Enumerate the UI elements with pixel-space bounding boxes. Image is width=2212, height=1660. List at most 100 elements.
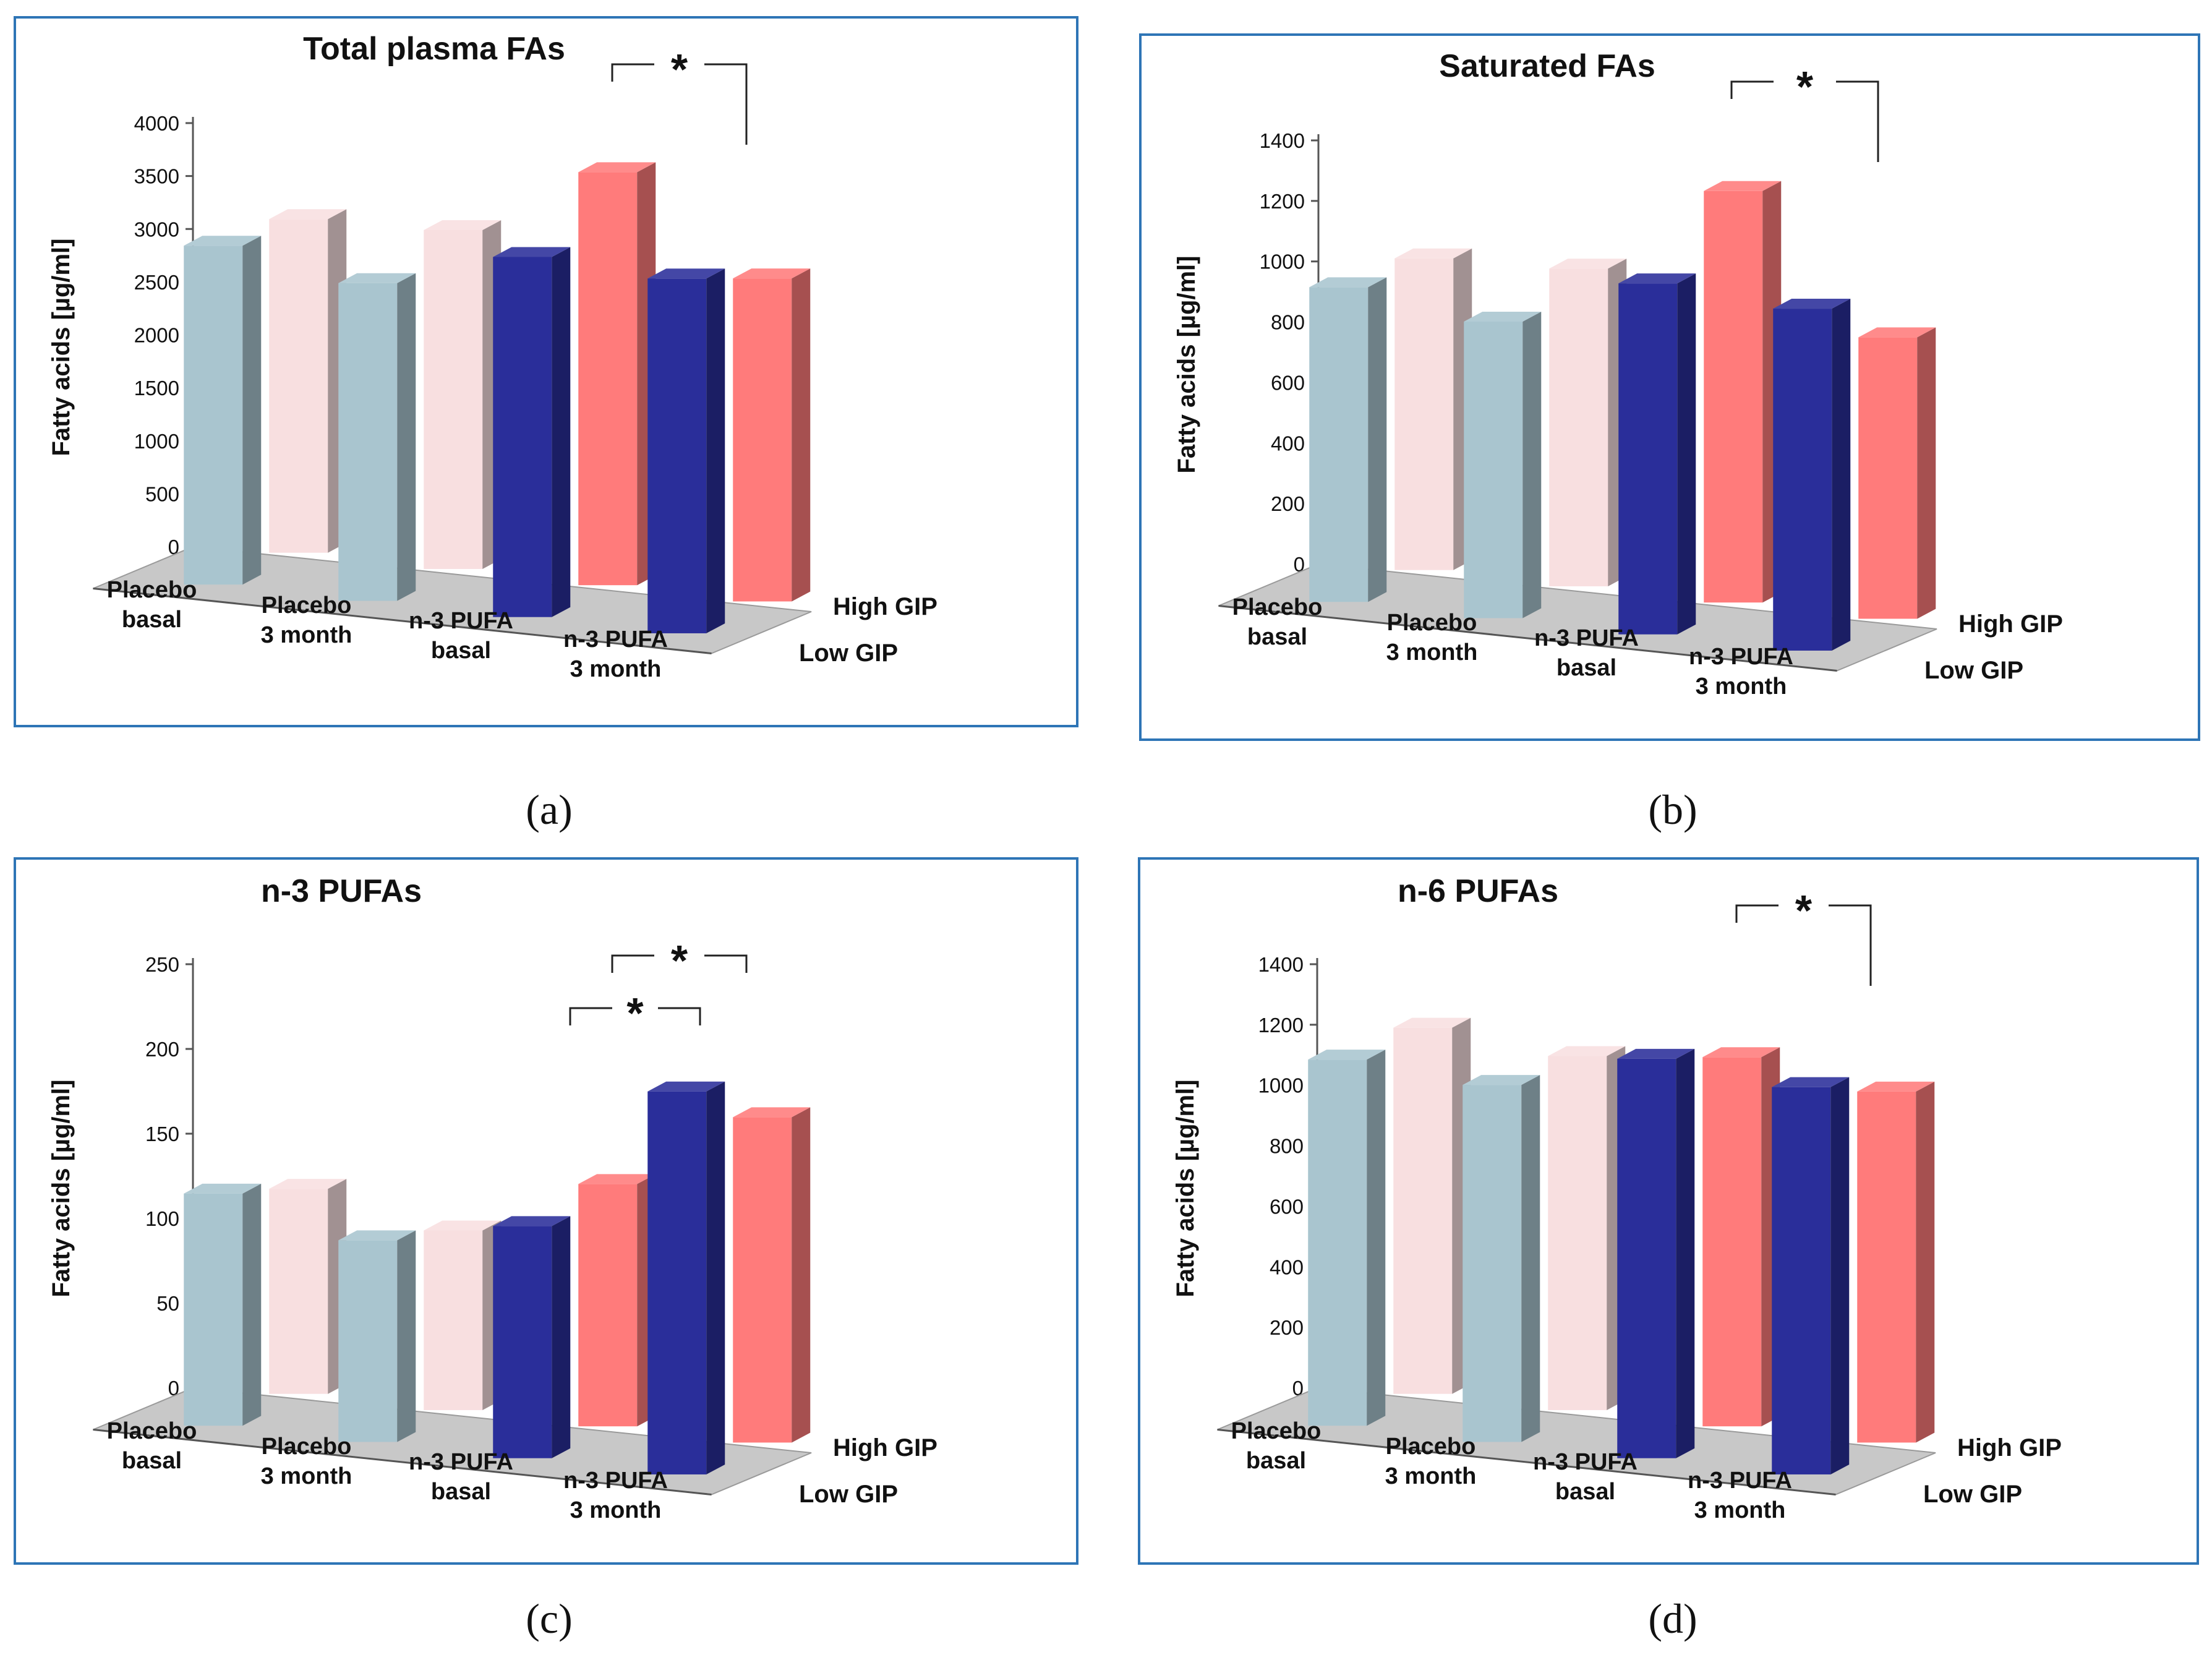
category-label-2: n-3 PUFA basal bbox=[1534, 625, 1639, 681]
y-tick-label: 200 bbox=[1270, 1316, 1304, 1339]
y-tick-label: 0 bbox=[1294, 553, 1305, 576]
bar-low-gip-0 bbox=[184, 1183, 262, 1426]
significance-star: * bbox=[671, 45, 688, 93]
bar-high-gip-3 bbox=[1857, 1081, 1935, 1443]
chart-title: n-3 PUFAs bbox=[261, 873, 422, 909]
category-label-1: Placebo 3 month bbox=[261, 1434, 352, 1489]
chart-panel-b: Saturated FAs 0 200 400 600 800 1000 1200 1400 Fa… bbox=[1139, 33, 2200, 741]
bar-high-gip-3 bbox=[733, 268, 811, 602]
y-tick-label: 250 bbox=[145, 953, 179, 976]
series-label-low-gip: Low GIP bbox=[799, 640, 898, 667]
y-tick-label: 200 bbox=[145, 1038, 179, 1061]
y-tick-label: 2500 bbox=[134, 271, 179, 294]
chart-svg-b: Saturated FAs 0 200 400 600 800 1000 1200 1400 Fa… bbox=[1139, 33, 2200, 741]
bar-high-gip-2 bbox=[578, 162, 656, 586]
category-label-0: Placebo basal bbox=[1231, 1418, 1322, 1474]
y-tick-label: 2000 bbox=[134, 324, 179, 347]
category-label-0: Placebo basal bbox=[1232, 594, 1323, 650]
chart-title: n-6 PUFAs bbox=[1398, 873, 1558, 909]
y-tick-label: 600 bbox=[1271, 371, 1305, 394]
y-axis-label: Fatty acids [µg/ml] bbox=[1173, 256, 1200, 474]
category-label-1: Placebo 3 month bbox=[261, 593, 352, 648]
y-tick-label: 50 bbox=[156, 1292, 179, 1315]
y-tick-label: 0 bbox=[1292, 1377, 1304, 1400]
chart-svg-a: Total plasma FAs 0 500 1000 1500 2000 2500 3000… bbox=[14, 16, 1078, 727]
y-axis-label: Fatty acids [µg/ml] bbox=[1172, 1080, 1199, 1298]
bar-high-gip-2 bbox=[578, 1174, 656, 1427]
y-tick-label: 1000 bbox=[134, 430, 179, 453]
significance-bracket bbox=[1735, 904, 1872, 986]
category-label-2: n-3 PUFA basal bbox=[409, 1449, 513, 1505]
y-tick-label: 0 bbox=[168, 1377, 179, 1400]
series-label-high-gip: High GIP bbox=[1957, 1434, 2062, 1461]
chart-title: Total plasma FAs bbox=[303, 31, 565, 67]
panel-label-d: (d) bbox=[1648, 1595, 1697, 1642]
category-label-2: n-3 PUFA basal bbox=[409, 608, 513, 664]
category-label-3: n-3 PUFA 3 month bbox=[1688, 1468, 1792, 1523]
category-label-2: n-3 PUFA basal bbox=[1533, 1449, 1638, 1505]
x-axis-line bbox=[1218, 605, 1837, 672]
bar-low-gip-3 bbox=[647, 1081, 725, 1474]
y-tick-label: 1000 bbox=[1260, 250, 1305, 273]
series-label-low-gip: Low GIP bbox=[1924, 657, 2023, 684]
bar-low-gip-2 bbox=[1617, 1048, 1695, 1458]
bar-low-gip-3 bbox=[1772, 1077, 1850, 1474]
bar-high-gip-1 bbox=[1548, 1046, 1626, 1410]
bar-high-gip-0 bbox=[269, 209, 347, 553]
panel-label-c: (c) bbox=[526, 1595, 573, 1642]
chart-svg-d: n-6 PUFAs 0 200 400 600 800 1000 1200 1400 Fatty … bbox=[1138, 857, 2199, 1565]
y-tick-label: 600 bbox=[1270, 1195, 1304, 1218]
bar-low-gip-0 bbox=[1309, 277, 1387, 602]
y-tick-label: 100 bbox=[145, 1207, 179, 1230]
bar-low-gip-3 bbox=[647, 268, 725, 633]
significance-star: * bbox=[671, 936, 688, 985]
chart-panel-c: n-3 PUFAs 0 50 100 150 200 250 Fatty acids [µg/… bbox=[14, 857, 1078, 1565]
bar-high-gip-0 bbox=[1394, 248, 1472, 570]
bar-high-gip-2 bbox=[1704, 181, 1782, 603]
bar-low-gip-1 bbox=[1464, 311, 1542, 618]
y-tick-label: 800 bbox=[1270, 1135, 1304, 1158]
significance-bracket bbox=[611, 63, 748, 145]
bar-low-gip-1 bbox=[1463, 1075, 1540, 1442]
y-tick-label: 1200 bbox=[1258, 1014, 1304, 1037]
category-label-3: n-3 PUFA 3 month bbox=[1689, 644, 1793, 700]
bar-high-gip-1 bbox=[1549, 259, 1627, 586]
y-tick-label: 1200 bbox=[1260, 190, 1305, 213]
significance-star: * bbox=[626, 989, 644, 1037]
significance-bracket bbox=[569, 1007, 701, 1025]
y-tick-label: 800 bbox=[1271, 311, 1305, 334]
bar-high-gip-1 bbox=[424, 220, 502, 569]
x-axis-line bbox=[93, 1429, 712, 1495]
bar-low-gip-3 bbox=[1773, 299, 1851, 651]
category-label-0: Placebo basal bbox=[107, 1418, 197, 1474]
category-label-1: Placebo 3 month bbox=[1385, 1434, 1477, 1489]
significance-bracket bbox=[611, 954, 748, 973]
bar-low-gip-1 bbox=[338, 273, 416, 601]
y-tick-label: 500 bbox=[145, 482, 179, 505]
bar-high-gip-3 bbox=[733, 1107, 811, 1443]
chart-svg-c: n-3 PUFAs 0 50 100 150 200 250 Fatty acids [µg/… bbox=[14, 857, 1078, 1565]
y-tick-label: 1500 bbox=[134, 377, 179, 400]
significance-star: * bbox=[1795, 886, 1813, 935]
bar-high-gip-1 bbox=[424, 1220, 502, 1410]
bar-low-gip-2 bbox=[493, 1216, 571, 1458]
category-label-1: Placebo 3 month bbox=[1386, 610, 1478, 665]
panel-label-a: (a) bbox=[526, 786, 573, 833]
y-tick-label: 4000 bbox=[134, 112, 179, 135]
significance-bracket bbox=[1730, 80, 1879, 162]
y-tick-label: 400 bbox=[1271, 432, 1305, 455]
chart-panel-d: n-6 PUFAs 0 200 400 600 800 1000 1200 1400 Fatty … bbox=[1138, 857, 2199, 1565]
y-axis-label: Fatty acids [µg/ml] bbox=[48, 239, 75, 456]
bar-high-gip-3 bbox=[1858, 327, 1936, 619]
y-tick-label: 1400 bbox=[1258, 953, 1304, 976]
bar-low-gip-1 bbox=[338, 1230, 416, 1442]
series-label-high-gip: High GIP bbox=[833, 1434, 937, 1461]
y-tick-label: 200 bbox=[1271, 492, 1305, 515]
bar-low-gip-0 bbox=[184, 236, 262, 585]
series-label-low-gip: Low GIP bbox=[799, 1481, 898, 1508]
y-tick-label: 150 bbox=[145, 1123, 179, 1145]
bar-high-gip-2 bbox=[1702, 1047, 1780, 1427]
series-label-low-gip: Low GIP bbox=[1923, 1481, 2022, 1508]
series-label-high-gip: High GIP bbox=[833, 593, 937, 620]
y-tick-label: 1000 bbox=[1258, 1074, 1304, 1097]
